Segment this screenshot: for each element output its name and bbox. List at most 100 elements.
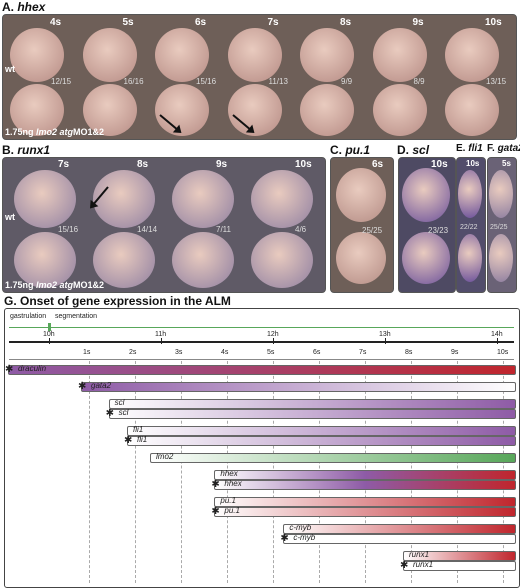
panel-f-label: F. gata2 — [487, 143, 520, 154]
hour-tick — [385, 338, 386, 344]
panel-a-label: A. hhex — [2, 0, 46, 14]
phase-marker — [48, 323, 51, 331]
panel-e-count: 22/22 — [460, 224, 478, 231]
panel-b-wt-count: 7/11 — [216, 225, 231, 234]
panel-b-mo-embryo — [93, 232, 155, 288]
gene-label: gata2 — [91, 381, 112, 390]
phase-label-segmentation: segmentation — [55, 313, 98, 320]
gene-label: hhex — [220, 469, 238, 478]
panel-d-stage-label: 10s — [431, 159, 448, 170]
gene-bar — [214, 497, 516, 507]
somite-tick-label: 7s — [359, 349, 367, 356]
phase-label-gastrulation: gastrulation — [10, 313, 47, 320]
panel-b-stage-label: 7s — [58, 159, 70, 170]
somite-tick-label: 10s — [497, 349, 509, 356]
panel-a-wt-count: 9/9 — [341, 77, 353, 86]
gene-label: draculin — [18, 364, 47, 373]
gene-bar — [108, 409, 516, 419]
panel-a-wt-count: 13/15 — [486, 77, 507, 86]
gene-label: fli1 — [137, 435, 148, 444]
asterisk-icon: ✱ — [211, 506, 220, 517]
panel-d-count: 23/23 — [428, 226, 449, 235]
asterisk-icon: ✱ — [400, 560, 409, 571]
hour-tick — [273, 338, 274, 344]
panel-c-count: 25/25 — [362, 226, 383, 235]
somite-tick-label: 6s — [313, 349, 321, 356]
panel-d-label: D. scl — [397, 143, 430, 157]
somite-tick-label: 2s — [129, 349, 137, 356]
gene-label: scl — [114, 398, 125, 407]
gene-bar — [214, 470, 516, 480]
somite-tick-label: 9s — [451, 349, 459, 356]
panel-a-wt-count: 8/9 — [413, 77, 425, 86]
panel-f-count: 25/25 — [490, 224, 508, 231]
panel-f-stage-label: 5s — [502, 159, 511, 168]
panel-a-stage-label: 5s — [122, 17, 134, 28]
panel-e-stage-label: 10s — [466, 159, 480, 168]
panel-b-wt-count: 14/14 — [137, 225, 158, 234]
gene-bar — [214, 480, 516, 490]
panel-b-stage-label: 10s — [295, 159, 312, 170]
panel-a-stage-label: 9s — [412, 17, 424, 28]
gene-bar — [127, 436, 516, 446]
gene-label: pu.1 — [224, 506, 240, 515]
asterisk-icon: ✱ — [5, 364, 14, 375]
panel-a-stage-label: 10s — [485, 17, 502, 28]
gene-bar — [150, 453, 516, 463]
hour-tick-label: 11h — [155, 331, 167, 338]
hour-tick-label: 13h — [379, 331, 391, 338]
asterisk-icon: ✱ — [280, 533, 289, 544]
panel-b-wt-label: wt — [5, 212, 15, 222]
panel-c-stage-label: 6s — [372, 159, 384, 170]
asterisk-icon: ✱ — [124, 435, 133, 446]
panel-a-mo-embryo — [10, 84, 64, 136]
panel-f-embryo-2 — [489, 234, 513, 282]
somite-tick-label: 1s — [83, 349, 91, 356]
hour-tick-label: 14h — [491, 331, 503, 338]
gene-label: lmo2 — [156, 452, 174, 461]
somite-tick-label: 8s — [405, 349, 413, 356]
panel-g-title: G. Onset of gene expression in the ALM — [4, 294, 231, 308]
panel-a-mo-embryo — [372, 84, 427, 136]
panel-a-mo-embryo — [300, 84, 354, 136]
panel-a-wt-embryo — [155, 28, 209, 82]
hour-tick-label: 12h — [267, 331, 279, 338]
hour-tick-label: 10h — [43, 331, 55, 338]
gene-label: runx1 — [413, 560, 434, 569]
panel-a-stage-label: 6s — [195, 17, 207, 28]
panel-c-label: C. pu.1 — [330, 143, 371, 157]
gene-bar — [8, 365, 516, 375]
panel-a-wt-embryo — [445, 28, 499, 82]
panel-b-wt-embryo — [172, 170, 234, 228]
panel-a-wt-count: 12/15 — [51, 77, 72, 86]
panel-a-stage-label: 8s — [340, 17, 352, 28]
panel-b-mo-label: 1.75ng lmo2 atgMO1&2 — [5, 280, 105, 290]
panel-b-mo-embryo — [14, 232, 76, 288]
panel-f-embryo-1 — [489, 170, 513, 218]
hour-tick — [497, 338, 498, 344]
panel-b-wt-embryo — [93, 170, 155, 228]
panel-a-mo-embryo — [445, 84, 499, 136]
timeline-box: gastrulation segmentation 10h 11h 12h 13h 14h 1… — [4, 308, 520, 588]
somite-axis — [9, 359, 514, 360]
gene-bar — [403, 561, 516, 571]
panel-a-mo-label: 1.75ng lmo2 atgMO1&2 — [5, 127, 105, 137]
hour-tick — [161, 338, 162, 344]
panel-a-wt-embryo — [372, 28, 427, 82]
gene-bar — [214, 507, 516, 517]
somite-tick-label: 5s — [267, 349, 275, 356]
phase-line — [9, 327, 514, 328]
somite-tick-label: 3s — [175, 349, 183, 356]
somite-gridline — [135, 361, 136, 583]
panel-a-wt-label: wt — [5, 64, 15, 74]
panel-e-embryo-2 — [458, 234, 482, 282]
panel-a-wt-embryo — [300, 28, 354, 82]
panel-b-wt-embryo — [14, 170, 76, 228]
panel-b-wt-count: 4/6 — [295, 225, 307, 234]
gene-label: fli1 — [133, 425, 144, 434]
gene-bar — [127, 426, 516, 436]
asterisk-icon: ✱ — [211, 479, 220, 490]
gene-bar — [283, 534, 516, 544]
panel-b-stage-label: 9s — [216, 159, 228, 170]
